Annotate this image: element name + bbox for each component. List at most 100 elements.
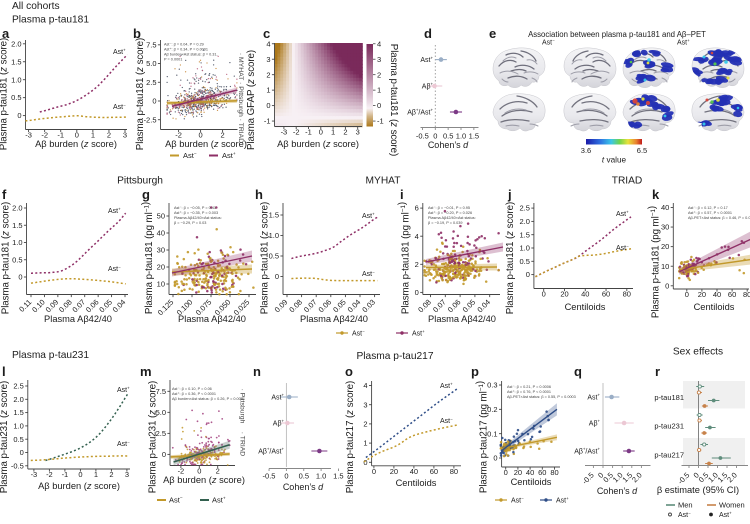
svg-text:Ast−: Ast− xyxy=(169,496,183,505)
svg-text:0: 0 xyxy=(319,128,323,137)
svg-text:Aβ burden (z score): Aβ burden (z score) xyxy=(35,139,117,149)
svg-text:60: 60 xyxy=(538,468,546,477)
svg-text:-3: -3 xyxy=(25,131,32,140)
svg-text:1.5: 1.5 xyxy=(13,408,23,417)
svg-text:2: 2 xyxy=(415,260,419,269)
svg-text:Ast⁻: β = 0.04, P = 0.29: Ast⁻: β = 0.04, P = 0.29 xyxy=(164,43,204,47)
svg-text:2.0: 2.0 xyxy=(12,204,22,213)
svg-text:3: 3 xyxy=(125,470,129,479)
svg-text:1: 1 xyxy=(363,439,367,448)
svg-text:β estimate (95% CI): β estimate (95% CI) xyxy=(657,485,739,495)
svg-text:50: 50 xyxy=(157,212,165,221)
svg-text:0.5: 0.5 xyxy=(11,93,21,102)
svg-text:l: l xyxy=(2,364,6,379)
svg-text:2: 2 xyxy=(216,467,220,476)
svg-text:Ast−: Ast− xyxy=(362,269,375,278)
svg-text:1.5: 1.5 xyxy=(12,221,22,230)
svg-text:-1: -1 xyxy=(264,117,271,126)
svg-text:3: 3 xyxy=(356,128,360,137)
svg-text:2.5: 2.5 xyxy=(13,382,23,391)
svg-text:1.5: 1.5 xyxy=(333,472,343,481)
svg-text:0: 0 xyxy=(433,132,437,141)
svg-text:20: 20 xyxy=(157,263,165,272)
svg-text:Ast+: Ast+ xyxy=(222,151,236,160)
svg-text:Men: Men xyxy=(678,501,693,510)
svg-text:Association between plasma p-t: Association between plasma p-tau181 and … xyxy=(528,30,706,39)
svg-text:2.5: 2.5 xyxy=(519,204,529,213)
svg-text:Plasma p-tau231: Plasma p-tau231 xyxy=(12,350,89,361)
svg-text:0: 0 xyxy=(152,97,156,106)
svg-text:0: 0 xyxy=(377,101,381,110)
svg-text:a: a xyxy=(2,26,10,41)
svg-text:Plasma p-tau181 (z score): Plasma p-tau181 (z score) xyxy=(388,44,399,156)
svg-text:Plasma p-tau181: Plasma p-tau181 xyxy=(12,15,89,26)
svg-text:Ast−: Ast− xyxy=(542,38,555,47)
svg-text:10: 10 xyxy=(661,262,669,271)
svg-text:MYHAT: MYHAT xyxy=(366,176,401,187)
svg-text:-0.5: -0.5 xyxy=(263,472,276,481)
svg-text:40: 40 xyxy=(157,229,165,238)
svg-text:Centiloids: Centiloids xyxy=(396,478,437,488)
svg-text:Aβ burden (z score): Aβ burden (z score) xyxy=(277,139,359,149)
svg-text:1.0: 1.0 xyxy=(11,75,21,84)
svg-text:Aβ burden×Ast status: β = 0.31: Aβ burden×Ast status: β = 0.31, xyxy=(164,53,218,57)
svg-text:g: g xyxy=(142,187,150,202)
svg-text:-2: -2 xyxy=(293,128,300,137)
svg-text:-2.5: -2.5 xyxy=(144,115,157,124)
svg-text:Ast+: Ast+ xyxy=(587,393,600,402)
svg-text:p-tau217: p-tau217 xyxy=(654,451,684,460)
svg-text:Plasma p-tau231 (z score): Plasma p-tau231 (z score) xyxy=(0,381,10,493)
svg-text:β = −0.19, P = 0.039: β = −0.19, P = 0.039 xyxy=(428,221,463,225)
svg-text:0.5: 0.5 xyxy=(519,257,529,266)
svg-text:-2: -2 xyxy=(41,131,48,140)
svg-text:0: 0 xyxy=(372,467,376,476)
svg-text:0.5: 0.5 xyxy=(299,472,309,481)
svg-text:1.5: 1.5 xyxy=(11,57,21,66)
svg-text:2: 2 xyxy=(221,131,225,140)
svg-text:-3: -3 xyxy=(31,470,38,479)
svg-text:0.5: 0.5 xyxy=(269,252,279,261)
svg-text:2: 2 xyxy=(363,420,367,429)
svg-text:Plasma p-tau181 (pg ml−1): Plasma p-tau181 (pg ml−1) xyxy=(397,202,412,314)
svg-text:4: 4 xyxy=(377,39,381,48)
svg-text:0: 0 xyxy=(685,290,689,299)
svg-text:3.6: 3.6 xyxy=(581,146,591,155)
svg-text:20: 20 xyxy=(390,467,398,476)
svg-text:Plasma p-tau181 (z score): Plasma p-tau181 (z score) xyxy=(0,38,10,150)
svg-text:1: 1 xyxy=(266,86,270,95)
svg-text:Aβ+: Aβ+ xyxy=(589,419,601,428)
svg-text:4: 4 xyxy=(415,232,419,241)
svg-text:0: 0 xyxy=(266,101,270,110)
svg-text:0: 0 xyxy=(363,458,367,467)
svg-text:0.5: 0.5 xyxy=(443,132,453,141)
svg-text:0: 0 xyxy=(17,111,21,120)
svg-text:40: 40 xyxy=(581,290,589,299)
svg-text:Ast−: Ast− xyxy=(113,102,126,111)
svg-text:Ast⁺: β = −0.35, P = 0.003: Ast⁺: β = −0.35, P = 0.003 xyxy=(174,211,218,215)
svg-text:4: 4 xyxy=(266,39,270,48)
svg-text:0: 0 xyxy=(415,288,419,297)
svg-text:2.0: 2.0 xyxy=(519,217,529,226)
svg-text:Ast+: Ast+ xyxy=(117,385,130,394)
svg-text:Plasma Aβ42/40: Plasma Aβ42/40 xyxy=(44,314,112,324)
svg-text:80: 80 xyxy=(450,467,458,476)
svg-text:Plasma p-tau181 (z score): Plasma p-tau181 (z score) xyxy=(260,202,271,314)
svg-text:1: 1 xyxy=(377,86,381,95)
svg-text:Plasma p-tau181 (z score): Plasma p-tau181 (z score) xyxy=(1,202,12,314)
svg-text:40: 40 xyxy=(713,290,721,299)
svg-text:30: 30 xyxy=(661,223,669,232)
svg-text:Aβ+/Ast+: Aβ+/Ast+ xyxy=(407,108,433,117)
svg-text:3: 3 xyxy=(123,131,127,140)
svg-text:1.0: 1.0 xyxy=(316,472,326,481)
svg-text:-1: -1 xyxy=(305,128,312,137)
svg-text:0: 0 xyxy=(284,472,288,481)
svg-text:All cohorts: All cohorts xyxy=(12,1,60,12)
svg-text:2.5: 2.5 xyxy=(156,429,166,438)
svg-text:0: 0 xyxy=(692,471,701,480)
svg-text:30: 30 xyxy=(157,246,165,255)
svg-text:Ast+: Ast+ xyxy=(412,329,425,338)
svg-text:Ast⁻: β = −0.05, P = 0.41: Ast⁻: β = −0.05, P = 0.41 xyxy=(174,206,216,210)
svg-text:1.0: 1.0 xyxy=(12,238,22,247)
svg-text:· MYHAT · Pittsburgh · TRIAD: · MYHAT · Pittsburgh · TRIAD xyxy=(237,53,244,143)
svg-text:0.2: 0.2 xyxy=(487,405,497,414)
